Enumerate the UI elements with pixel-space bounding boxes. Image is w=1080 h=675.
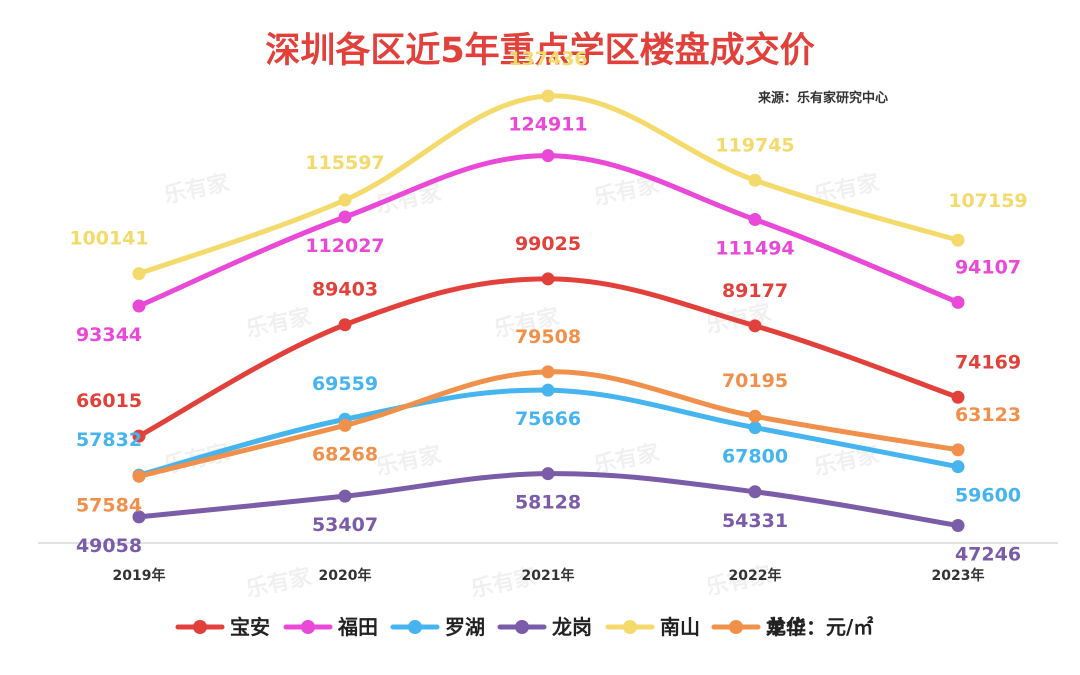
data-label: 58128	[515, 492, 581, 514]
data-point	[132, 469, 146, 483]
data-point	[951, 390, 965, 404]
legend-swatch-dot	[301, 620, 315, 634]
chart-source: 来源：乐有家研究中心	[757, 90, 888, 106]
watermark-text: 乐有家	[244, 303, 315, 342]
x-tick-label: 2023年	[932, 567, 985, 584]
data-point	[748, 213, 762, 227]
legend-swatch-dot	[623, 620, 637, 634]
legend-label: 福田	[337, 615, 378, 639]
data-point	[748, 485, 762, 499]
data-label: 49058	[76, 535, 142, 557]
data-label: 100141	[69, 228, 148, 250]
data-label: 57584	[76, 494, 142, 516]
legend: 宝安 福田 罗湖 龙岗 南山 龙华	[175, 615, 806, 639]
legend-swatch-dot	[729, 620, 743, 634]
legend-swatch-dot	[193, 620, 207, 634]
data-point	[132, 510, 146, 524]
data-label: 53407	[312, 514, 378, 536]
data-point	[338, 193, 352, 207]
data-label: 107159	[948, 190, 1027, 212]
data-point	[748, 421, 762, 435]
data-label: 47246	[955, 543, 1021, 565]
data-point	[541, 467, 555, 481]
data-label: 112027	[305, 235, 384, 257]
data-point	[338, 489, 352, 503]
data-point	[748, 173, 762, 187]
data-label: 119745	[715, 134, 794, 156]
legend-label: 龙岗	[552, 615, 592, 639]
data-point	[951, 233, 965, 247]
data-label: 124911	[508, 114, 587, 136]
data-point	[132, 267, 146, 281]
data-labels: 66015 89403 99025 89177 74169 93344 112027 1249…	[69, 48, 1027, 565]
data-label: 68268	[312, 443, 378, 465]
data-label: 63123	[955, 404, 1021, 426]
data-point	[748, 319, 762, 333]
legend-swatch-dot	[515, 620, 529, 634]
data-point	[338, 210, 352, 224]
data-label: 93344	[76, 324, 142, 346]
watermark-text: 乐有家	[374, 441, 445, 480]
data-point	[132, 299, 146, 313]
x-tick-label: 2022年	[729, 567, 782, 584]
data-label: 137436	[508, 48, 587, 70]
data-point	[541, 272, 555, 286]
x-tick-label: 2020年	[319, 567, 372, 584]
legend-swatch-dot	[408, 620, 422, 634]
data-point	[338, 418, 352, 432]
data-label: 115597	[305, 152, 384, 174]
data-point	[748, 409, 762, 423]
data-label: 94107	[955, 256, 1021, 278]
legend-label: 宝安	[230, 615, 270, 639]
legend-label: 罗湖	[445, 615, 485, 639]
data-point	[541, 89, 555, 103]
data-label: 89403	[312, 279, 378, 301]
unit-label: 单位：元/㎡	[766, 615, 873, 639]
data-label: 70195	[722, 370, 788, 392]
data-point	[338, 318, 352, 332]
data-label: 54331	[722, 510, 788, 532]
chart-title: 深圳各区近5年重点学区楼盘成交价	[265, 30, 814, 71]
watermark-text: 乐有家	[162, 169, 233, 208]
data-point	[541, 149, 555, 163]
data-point	[951, 443, 965, 457]
data-point	[951, 460, 965, 474]
data-label: 59600	[955, 485, 1021, 507]
data-point	[541, 383, 555, 397]
data-label: 66015	[76, 390, 142, 412]
data-label: 67800	[722, 446, 788, 468]
data-point	[951, 518, 965, 532]
data-label: 57832	[76, 429, 142, 451]
data-label: 89177	[722, 280, 788, 302]
legend-label: 南山	[660, 615, 700, 639]
data-label: 79508	[515, 326, 581, 348]
data-label: 99025	[515, 233, 581, 255]
data-label: 75666	[515, 408, 581, 430]
data-label: 69559	[312, 373, 378, 395]
data-label: 74169	[955, 351, 1021, 373]
data-label: 111494	[715, 238, 794, 260]
data-point	[132, 429, 146, 443]
x-axis-ticks: 2019年 2020年 2021年 2022年 2023年	[113, 567, 985, 584]
legend-label: 龙华	[766, 615, 806, 639]
data-point	[541, 365, 555, 379]
x-tick-label: 2019年	[113, 567, 166, 584]
x-tick-label: 2021年	[522, 567, 575, 584]
data-point	[951, 295, 965, 309]
watermark-text: 乐有家	[244, 563, 315, 602]
series-points	[132, 89, 965, 532]
